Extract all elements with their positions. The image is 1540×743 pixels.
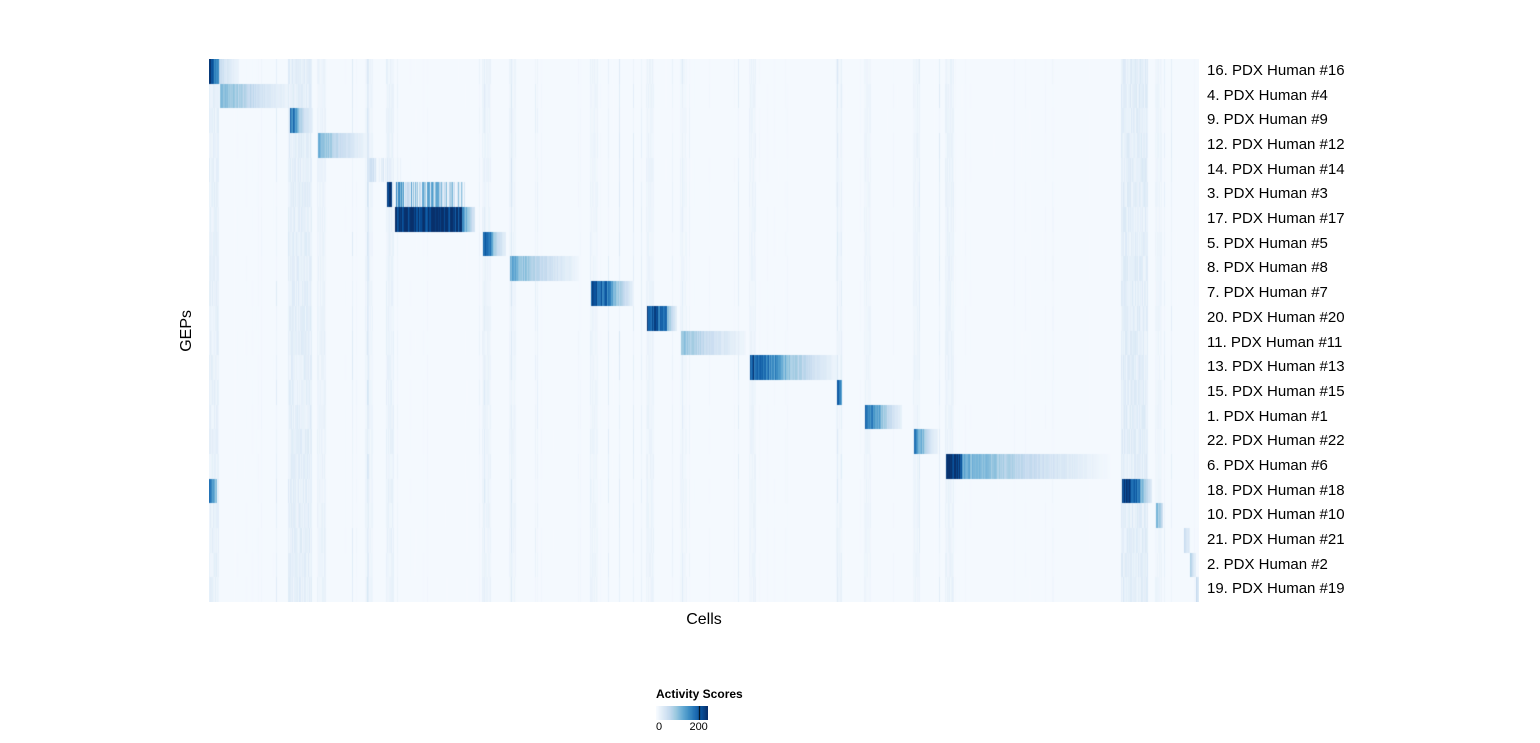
- legend-tick-label: 200: [689, 721, 708, 733]
- legend-title: Activity Scores: [656, 687, 743, 701]
- heatmap-canvas: [209, 59, 1199, 602]
- row-label: 22. PDX Human #22: [1207, 432, 1345, 450]
- row-label: 13. PDX Human #13: [1207, 358, 1345, 376]
- row-label: 6. PDX Human #6: [1207, 456, 1328, 474]
- y-axis-label-text: GEPs: [178, 309, 195, 352]
- row-label: 17. PDX Human #17: [1207, 210, 1345, 228]
- legend-tick-labels: 0 200: [656, 721, 708, 735]
- legend-colorbar: [656, 706, 708, 720]
- row-label: 12. PDX Human #12: [1207, 136, 1345, 154]
- row-label: 20. PDX Human #20: [1207, 308, 1345, 326]
- row-label: 3. PDX Human #3: [1207, 185, 1328, 203]
- legend: Activity Scores 0 200: [656, 688, 776, 735]
- legend-tick-label: 0: [656, 721, 663, 733]
- row-label: 5. PDX Human #5: [1207, 234, 1328, 252]
- x-axis-label: Cells: [686, 611, 722, 628]
- row-label: 10. PDX Human #10: [1207, 506, 1345, 524]
- row-label: 4. PDX Human #4: [1207, 86, 1328, 104]
- row-label: 7. PDX Human #7: [1207, 284, 1328, 302]
- row-label: 11. PDX Human #11: [1207, 333, 1343, 351]
- row-label: 14. PDX Human #14: [1207, 160, 1345, 178]
- row-label: 15. PDX Human #15: [1207, 382, 1345, 400]
- row-label: 9. PDX Human #9: [1207, 111, 1328, 129]
- row-label: 2. PDX Human #2: [1207, 555, 1328, 573]
- row-label: 18. PDX Human #18: [1207, 481, 1345, 499]
- row-label: 8. PDX Human #8: [1207, 259, 1328, 277]
- row-label: 19. PDX Human #19: [1207, 580, 1345, 598]
- row-label: 1. PDX Human #1: [1207, 407, 1328, 425]
- row-label: 16. PDX Human #16: [1207, 62, 1345, 79]
- row-label: 21. PDX Human #21: [1207, 530, 1345, 548]
- y-axis-label: GEPs: [176, 59, 198, 602]
- row-labels: 16. PDX Human #16 4. PDX Human #4 9. PDX H…: [1207, 59, 1537, 602]
